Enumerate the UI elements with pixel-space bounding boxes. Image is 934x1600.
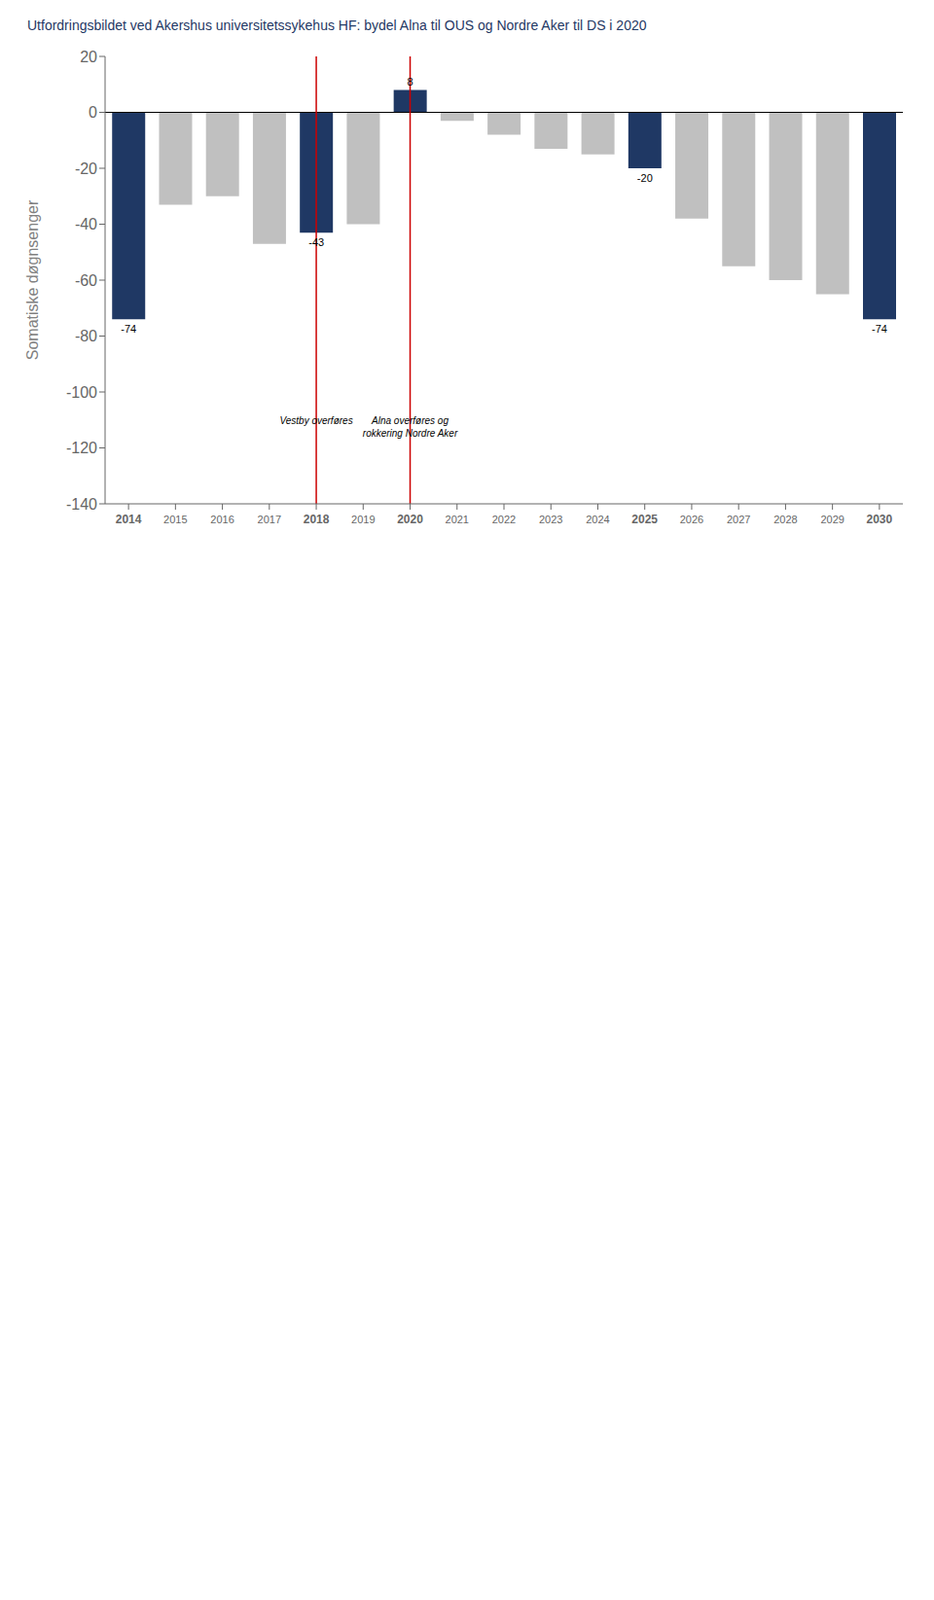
svg-text:-43: -43 bbox=[308, 236, 324, 249]
svg-text:2017: 2017 bbox=[257, 513, 282, 526]
svg-text:2014: 2014 bbox=[115, 512, 143, 527]
svg-text:2019: 2019 bbox=[351, 513, 375, 526]
svg-text:2021: 2021 bbox=[445, 513, 469, 526]
svg-text:-100: -100 bbox=[66, 384, 98, 401]
svg-text:2022: 2022 bbox=[492, 513, 516, 526]
svg-text:2030: 2030 bbox=[866, 512, 894, 527]
svg-text:2024: 2024 bbox=[585, 513, 610, 526]
svg-text:Alna overføres ogrokkering Nor: Alna overføres ogrokkering Nordre Aker bbox=[362, 415, 459, 439]
svg-text:2026: 2026 bbox=[680, 513, 704, 526]
svg-text:Vestby overføres: Vestby overføres bbox=[279, 415, 353, 427]
svg-text:2020: 2020 bbox=[396, 512, 424, 527]
svg-text:2029: 2029 bbox=[820, 513, 844, 526]
svg-text:-74: -74 bbox=[871, 323, 888, 335]
svg-text:Somatiske døgnsenger: Somatiske døgnsenger bbox=[24, 199, 41, 360]
svg-text:-60: -60 bbox=[74, 272, 98, 289]
svg-text:-140: -140 bbox=[66, 496, 98, 513]
svg-text:-120: -120 bbox=[66, 439, 98, 457]
svg-text:2027: 2027 bbox=[726, 513, 751, 526]
html-text:Utfordringsbildet ved Akershus: Utfordringsbildet ved Akershus universit… bbox=[27, 17, 647, 34]
svg-text:2016: 2016 bbox=[210, 513, 234, 526]
svg-text:2028: 2028 bbox=[773, 513, 797, 526]
svg-text:2018: 2018 bbox=[303, 512, 330, 527]
svg-text:2025: 2025 bbox=[631, 512, 658, 527]
svg-text:-80: -80 bbox=[74, 327, 98, 345]
svg-text:-74: -74 bbox=[120, 323, 137, 335]
svg-text:8: 8 bbox=[407, 75, 414, 88]
svg-text:-20: -20 bbox=[74, 160, 98, 178]
svg-text:2015: 2015 bbox=[163, 513, 187, 526]
svg-text:20: 20 bbox=[79, 48, 98, 66]
svg-text:0: 0 bbox=[88, 104, 98, 121]
svg-text:2023: 2023 bbox=[538, 513, 563, 526]
svg-text:-40: -40 bbox=[74, 215, 98, 233]
svg-text:-20: -20 bbox=[637, 172, 653, 184]
